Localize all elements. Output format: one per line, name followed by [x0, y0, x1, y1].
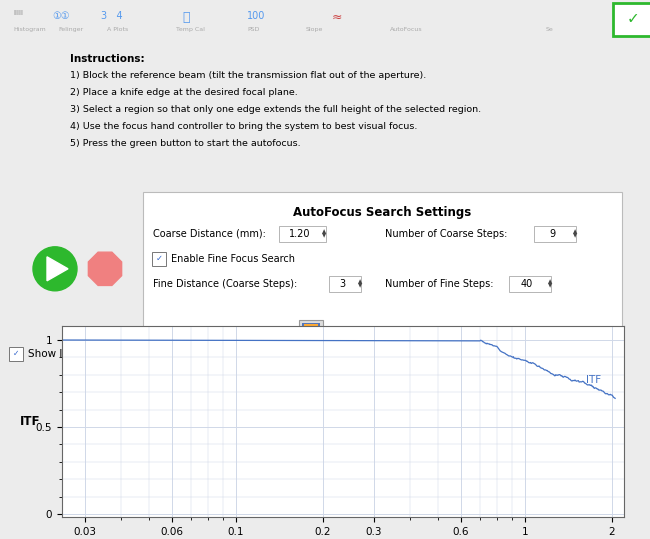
Text: Number of Coarse Steps:: Number of Coarse Steps:: [385, 229, 508, 239]
FancyBboxPatch shape: [9, 347, 23, 361]
Y-axis label: ITF: ITF: [20, 415, 40, 429]
Text: ▲: ▲: [573, 229, 577, 234]
Text: ▼: ▼: [358, 284, 362, 288]
Text: ①①: ①①: [52, 11, 70, 21]
Text: ▼: ▼: [548, 284, 552, 288]
Text: ▲: ▲: [322, 229, 326, 234]
Text: Enable Fine Focus Search: Enable Fine Focus Search: [171, 254, 295, 264]
Text: Coarse Distance (mm):: Coarse Distance (mm):: [153, 229, 266, 239]
FancyBboxPatch shape: [152, 252, 166, 266]
Text: ✓: ✓: [155, 254, 162, 264]
Text: 2) Place a knife edge at the desired focal plane.: 2) Place a knife edge at the desired foc…: [70, 88, 298, 97]
Text: Show ITF Graph: Show ITF Graph: [28, 349, 110, 359]
Text: AutoFocus: AutoFocus: [390, 27, 422, 32]
Text: Se: Se: [546, 27, 554, 32]
Text: ITF: ITF: [586, 375, 601, 385]
FancyBboxPatch shape: [613, 3, 650, 36]
Polygon shape: [88, 252, 122, 286]
Text: 3   4: 3 4: [101, 11, 122, 21]
Text: 5) Press the green button to start the autofocus.: 5) Press the green button to start the a…: [70, 139, 300, 148]
Text: 9: 9: [549, 229, 555, 239]
FancyBboxPatch shape: [329, 276, 361, 292]
FancyBboxPatch shape: [534, 226, 576, 242]
FancyBboxPatch shape: [302, 323, 320, 341]
Text: 4) Use the focus hand controller to bring the system to best visual focus.: 4) Use the focus hand controller to brin…: [70, 122, 417, 131]
Text: 40: 40: [521, 279, 533, 289]
Text: ✓: ✓: [13, 349, 20, 358]
Text: 1) Block the reference beam (tilt the transmission flat out of the aperture).: 1) Block the reference beam (tilt the tr…: [70, 71, 426, 80]
Text: Slope: Slope: [306, 27, 323, 32]
Text: Instructions:: Instructions:: [70, 54, 144, 64]
Text: Temp Cal: Temp Cal: [176, 27, 204, 32]
Text: ⌒: ⌒: [182, 11, 190, 24]
Text: 3: 3: [339, 279, 345, 289]
FancyBboxPatch shape: [509, 276, 551, 292]
Text: AutoFocus Search Settings: AutoFocus Search Settings: [293, 206, 472, 219]
FancyBboxPatch shape: [279, 226, 326, 242]
Text: Felinger: Felinger: [58, 27, 84, 32]
Text: PSD: PSD: [247, 27, 259, 32]
FancyBboxPatch shape: [304, 324, 318, 329]
Text: Number of Fine Steps:: Number of Fine Steps:: [385, 279, 493, 289]
Text: ≈: ≈: [332, 11, 342, 24]
Text: 3) Select a region so that only one edge extends the full height of the selected: 3) Select a region so that only one edge…: [70, 105, 481, 114]
Text: ✓: ✓: [627, 11, 640, 26]
Text: ▼: ▼: [322, 233, 326, 238]
Text: ▲: ▲: [548, 279, 552, 284]
Text: ▼: ▼: [573, 233, 577, 238]
Text: 100: 100: [247, 11, 265, 21]
Text: A Plots: A Plots: [107, 27, 129, 32]
Text: ▲: ▲: [358, 279, 362, 284]
Text: Histogram: Histogram: [13, 27, 46, 32]
Text: 1.20: 1.20: [289, 229, 311, 239]
Text: Fine Distance (Coarse Steps):: Fine Distance (Coarse Steps):: [153, 279, 297, 289]
Text: Save AutoFocus Settings: Save AutoFocus Settings: [328, 326, 448, 336]
FancyBboxPatch shape: [299, 320, 323, 344]
Circle shape: [33, 247, 77, 291]
FancyBboxPatch shape: [143, 192, 622, 351]
Text: IIIII: IIIII: [13, 10, 23, 16]
Polygon shape: [47, 257, 68, 281]
